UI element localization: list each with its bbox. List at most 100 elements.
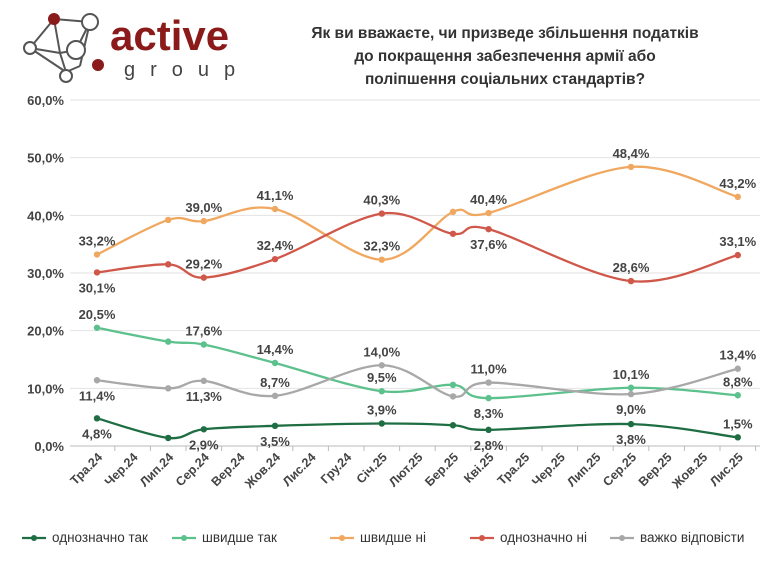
data-label: 28,6%: [613, 260, 650, 275]
series-line: [96, 326, 738, 400]
x-tick-label: Бер.25: [422, 450, 461, 489]
data-label: 8,8%: [723, 374, 753, 389]
data-label: 3,9%: [367, 403, 397, 418]
title-line: Як ви вважаєте, чи призведе збільшення п…: [311, 25, 699, 42]
plot-area: 0,0% 10,0% 20,0% 30,0% 40,0% 50,0% 60,0% Тра.24…: [27, 93, 760, 492]
title-line: поліпшення соціальних стандартів?: [364, 71, 646, 88]
legend-item: швидше так: [172, 530, 277, 545]
x-tick-label: Сер.25: [600, 450, 639, 489]
data-label: 1,5%: [723, 416, 753, 431]
logo-network-icon: active group: [23, 12, 235, 83]
legend-label: важко відповісти: [640, 530, 745, 545]
data-point: [627, 163, 635, 171]
data-label: 33,2%: [79, 234, 116, 249]
data-label: 11,3%: [186, 389, 223, 404]
data-label: 13,4%: [719, 348, 756, 363]
x-tick-label: Лис.24: [280, 450, 319, 489]
data-label: 8,3%: [474, 406, 504, 421]
x-tick-label: Тра.25: [495, 450, 533, 488]
data-label: 37,6%: [470, 237, 507, 252]
series-line: [96, 165, 739, 261]
data-label: 14,4%: [257, 342, 294, 357]
legend-label: швидше так: [202, 530, 277, 545]
data-point: [165, 216, 172, 224]
data-point: [734, 392, 741, 399]
x-tick-label: Лип.24: [137, 450, 176, 489]
data-label: 33,1%: [719, 234, 756, 249]
legend-item: швидше ні: [330, 530, 426, 545]
series-line: [96, 364, 739, 398]
x-tick-label: Чер.25: [529, 450, 568, 489]
data-point: [200, 377, 207, 385]
x-tick-label: Жов.24: [242, 450, 284, 492]
data-label: 39,0%: [185, 200, 222, 215]
data-label: 43,2%: [719, 176, 756, 191]
data-point: [449, 381, 457, 389]
data-point: [734, 434, 741, 441]
legend-label: швидше ні: [360, 530, 426, 545]
legend-marker-icon: [330, 534, 354, 541]
x-tick-label: Лип.25: [564, 450, 603, 489]
x-tick-label: Гру.24: [318, 450, 354, 486]
data-point: [200, 426, 207, 433]
data-point: [449, 208, 457, 216]
data-point: [93, 415, 101, 422]
data-point: [378, 420, 385, 427]
data-point: [449, 393, 457, 400]
chart-title: Як ви вважаєте, чи призведе збільшення п…: [255, 22, 755, 91]
x-tick-label: Жов.25: [669, 450, 711, 492]
data-point: [734, 193, 741, 201]
data-point: [271, 359, 279, 367]
logo: active group: [18, 8, 248, 88]
x-tick-label: Кві.25: [461, 450, 497, 486]
data-label: 2,8%: [474, 438, 504, 453]
x-tick-label: Лют.25: [386, 450, 425, 489]
y-tick-label: 40,0%: [27, 208, 64, 223]
data-label: 30,1%: [79, 280, 116, 295]
legend-marker-icon: [22, 534, 46, 541]
data-label: 3,8%: [616, 432, 646, 447]
x-tick-label: Січ.25: [354, 450, 390, 486]
y-tick-label: 50,0%: [27, 151, 64, 166]
y-tick-label: 0,0%: [34, 439, 64, 454]
x-tick-label: Тра.24: [68, 450, 106, 488]
data-point: [165, 385, 172, 392]
data-point: [271, 205, 279, 213]
data-label: 11,0%: [471, 362, 508, 377]
data-label: 10,1%: [613, 367, 650, 382]
data-point: [378, 388, 385, 395]
data-label: 8,7%: [260, 375, 290, 390]
data-label: 3,5%: [260, 434, 290, 449]
data-label: 4,8%: [82, 426, 112, 441]
data-label: 29,2%: [185, 257, 222, 272]
data-point: [165, 434, 172, 442]
x-tick-label: Чер.24: [102, 450, 141, 489]
data-label: 2,9%: [189, 437, 219, 452]
data-point: [378, 256, 385, 263]
logo-text-active: active: [110, 12, 229, 59]
data-label: 14,0%: [363, 344, 400, 359]
data-point: [449, 422, 457, 429]
data-point: [165, 338, 172, 345]
data-label: 32,3%: [363, 239, 400, 254]
data-point: [449, 230, 457, 237]
data-point: [378, 362, 385, 369]
data-point: [93, 324, 101, 331]
legend-item: важко відповісти: [610, 530, 744, 545]
legend-item: однозначно ні: [470, 530, 587, 545]
data-point: [627, 277, 635, 285]
data-label: 9,0%: [616, 402, 646, 417]
y-tick-label: 20,0%: [27, 324, 64, 339]
data-point: [485, 379, 492, 386]
data-point: [200, 274, 207, 281]
x-tick-label: Вер.25: [636, 450, 675, 489]
data-point: [627, 384, 635, 391]
data-label: 48,4%: [613, 146, 650, 161]
data-label: 40,3%: [363, 193, 400, 208]
data-point: [485, 426, 492, 434]
data-label: 20,5%: [79, 307, 116, 322]
legend: однозначно так швидше так швидше ні однозна…: [0, 530, 780, 554]
legend-marker-icon: [470, 534, 494, 541]
data-point: [734, 365, 741, 372]
